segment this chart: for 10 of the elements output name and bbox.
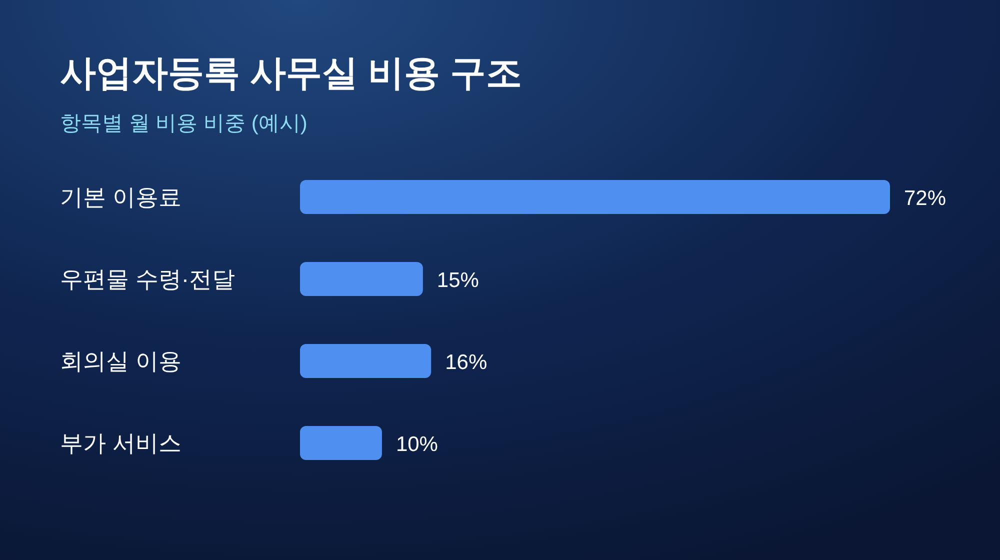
chart-title: 사업자등록 사무실 비용 구조 <box>60 52 522 93</box>
chart-subtitle: 항목별 월 비용 비중 (예시) <box>60 112 308 135</box>
data-label: 15% <box>436 269 479 292</box>
data-label: 72% <box>904 187 946 210</box>
data-label: 10% <box>396 433 438 456</box>
y-tick-label: 우편물 수령·전달 <box>60 266 236 292</box>
y-tick-label: 기본 이용료 <box>60 184 182 210</box>
y-tick-label: 부가 서비스 <box>60 430 182 456</box>
y-tick-label: 회의실 이용 <box>60 348 182 374</box>
data-label: 16% <box>445 351 488 374</box>
